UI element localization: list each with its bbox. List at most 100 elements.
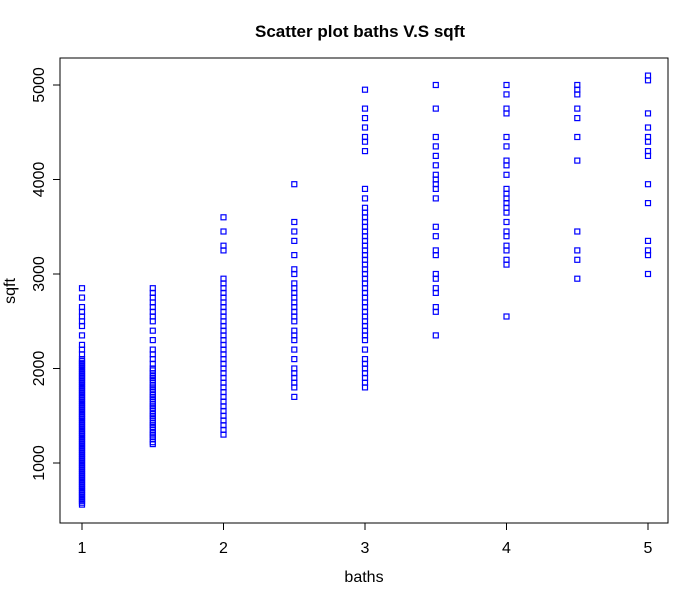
data-point	[644, 133, 652, 141]
data-point	[291, 280, 298, 287]
data-point	[432, 81, 439, 89]
data-point	[78, 341, 86, 348]
data-point	[574, 133, 581, 141]
data-point	[503, 242, 510, 249]
data-point	[432, 133, 439, 141]
data-point	[503, 81, 510, 89]
data-point	[644, 237, 652, 244]
data-point	[220, 228, 227, 235]
data-point	[291, 237, 298, 244]
data-point	[361, 148, 369, 155]
data-point	[361, 114, 369, 122]
data-point	[291, 356, 298, 363]
data-point	[503, 133, 510, 141]
data-point	[149, 327, 156, 334]
data-point	[361, 105, 369, 112]
y-tick-label: 4000	[31, 162, 48, 198]
chart-title: Scatter plot baths V.S sqft	[255, 22, 465, 41]
data-point	[291, 327, 298, 334]
data-point	[432, 162, 439, 169]
data-point	[503, 218, 510, 226]
data-point	[361, 195, 369, 202]
data-point	[432, 270, 439, 278]
data-point	[503, 157, 510, 164]
data-point	[503, 143, 510, 150]
data-point	[291, 393, 298, 400]
data-point	[291, 252, 298, 259]
data-point	[644, 110, 652, 117]
x-axis-title: baths	[344, 569, 383, 586]
data-point	[291, 228, 298, 235]
data-point	[361, 86, 369, 93]
data-point	[361, 133, 369, 141]
data-point	[78, 304, 86, 311]
data-point	[432, 247, 439, 254]
data-point	[503, 256, 510, 263]
data-point	[574, 275, 581, 282]
data-point	[432, 332, 439, 339]
data-point	[432, 143, 439, 150]
data-point	[503, 105, 510, 112]
data-point	[361, 356, 369, 363]
data-point	[503, 171, 510, 178]
data-points	[78, 72, 652, 508]
data-point	[220, 242, 227, 249]
y-tick-label: 1000	[31, 445, 48, 481]
data-point	[644, 124, 652, 131]
x-tick-label: 4	[502, 540, 511, 557]
data-point	[149, 285, 156, 292]
data-point	[291, 346, 298, 353]
data-point	[291, 365, 298, 372]
data-point	[574, 247, 581, 254]
y-axis-title: sqft	[2, 278, 19, 304]
data-point	[644, 247, 652, 254]
y-tick-label: 5000	[31, 67, 48, 103]
x-tick-label: 5	[644, 540, 653, 557]
data-point	[78, 294, 86, 301]
x-tick-label: 1	[78, 540, 87, 557]
x-axis: 1 2 3 4 5	[78, 522, 653, 557]
data-point	[149, 337, 156, 344]
data-point	[432, 171, 439, 178]
data-point	[574, 114, 581, 122]
data-point	[220, 275, 227, 282]
data-point	[644, 181, 652, 188]
data-point	[644, 200, 652, 207]
data-point	[432, 233, 439, 240]
data-point	[574, 105, 581, 112]
data-point	[432, 152, 439, 159]
data-point	[361, 124, 369, 131]
data-point	[361, 185, 369, 192]
data-point	[503, 228, 510, 235]
y-axis: 1000 2000 3000 4000 5000	[31, 67, 61, 481]
data-point	[432, 223, 439, 230]
data-point	[574, 81, 581, 89]
data-point	[78, 332, 86, 339]
data-point	[574, 157, 581, 164]
data-point	[503, 91, 510, 98]
data-point	[574, 228, 581, 235]
data-point	[149, 346, 156, 353]
data-point	[432, 304, 439, 311]
data-point	[644, 270, 652, 278]
data-point	[574, 256, 581, 263]
data-point	[432, 285, 439, 292]
data-point	[220, 214, 227, 221]
x-tick-label: 3	[361, 540, 370, 557]
data-point	[503, 185, 510, 192]
data-point	[644, 148, 652, 155]
data-point	[291, 266, 298, 273]
data-point	[432, 105, 439, 112]
x-tick-label: 2	[219, 540, 228, 557]
data-point	[78, 285, 86, 292]
y-tick-label: 2000	[31, 351, 48, 387]
y-tick-label: 3000	[31, 256, 48, 292]
data-point	[291, 218, 298, 226]
data-point	[291, 181, 298, 188]
data-point	[503, 313, 510, 320]
data-point	[432, 195, 439, 202]
data-point	[361, 204, 369, 211]
data-point	[644, 72, 652, 79]
data-point	[361, 346, 369, 353]
